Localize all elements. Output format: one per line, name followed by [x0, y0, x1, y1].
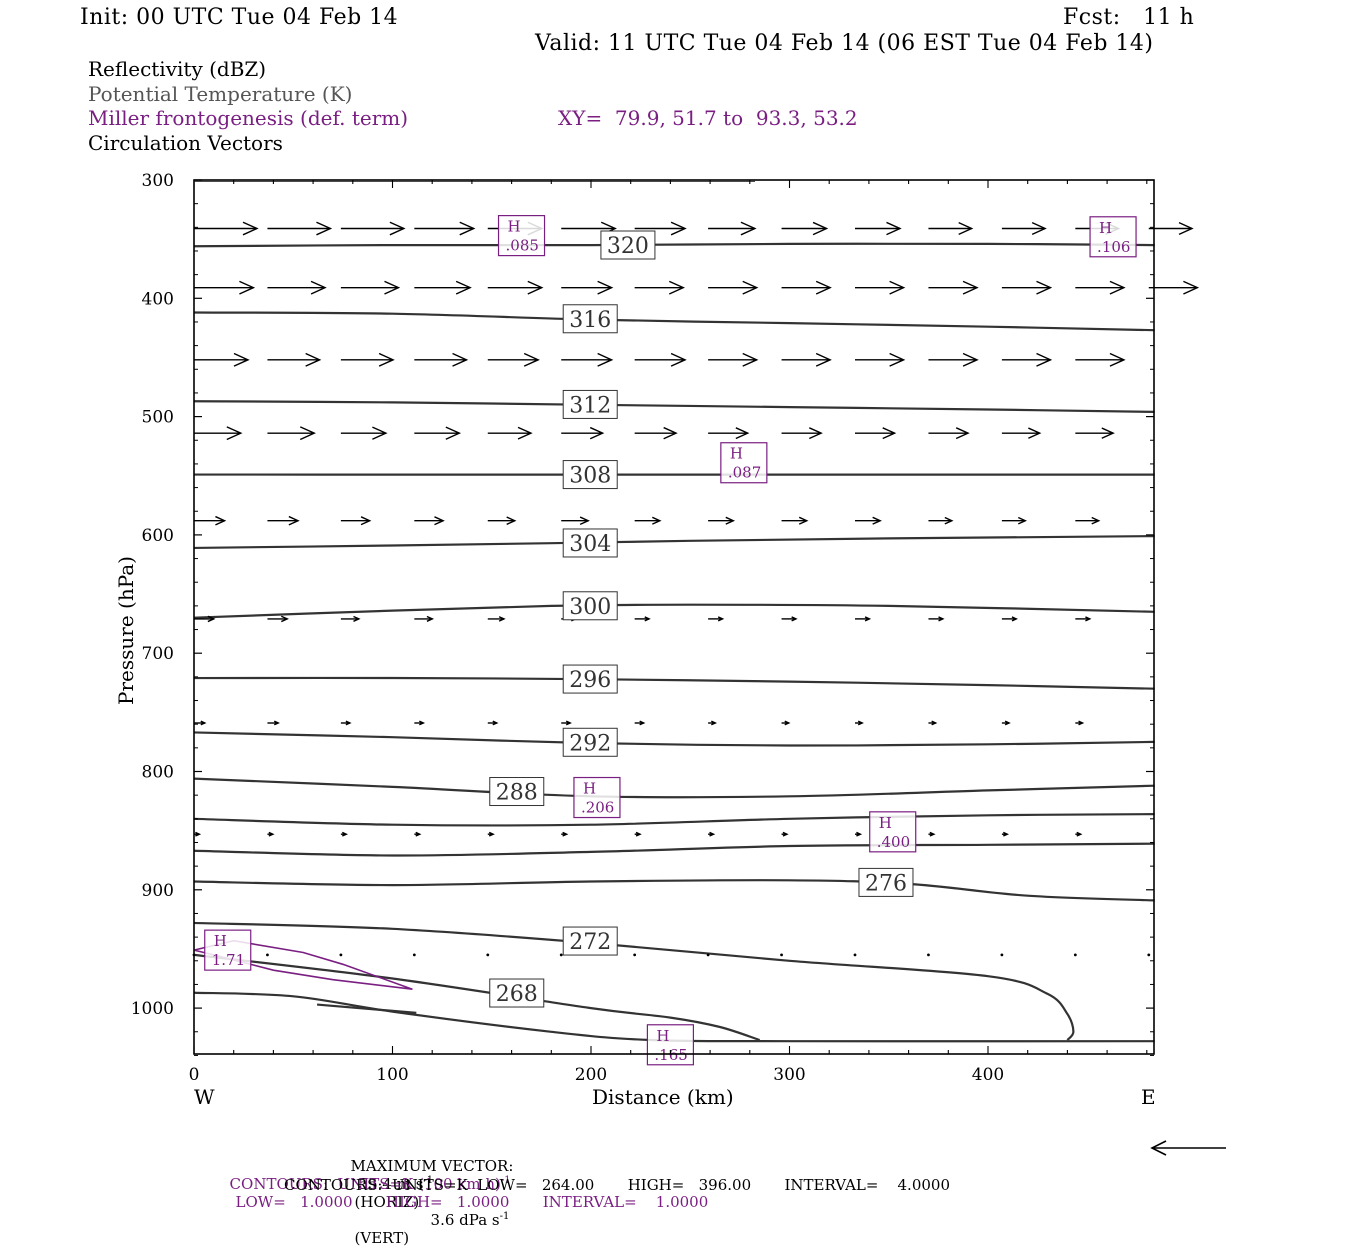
frontogenesis-max-letter: H — [508, 218, 521, 236]
x-tick-label: 300 — [773, 1065, 805, 1085]
frontogenesis-max-letter: H — [583, 780, 596, 798]
circulation-vector — [339, 953, 342, 956]
y-tick-label: 1000 — [131, 999, 174, 1019]
isentrope-unlabeled — [194, 844, 1155, 856]
circulation-vector — [266, 953, 269, 956]
isentrope-320 — [194, 244, 1155, 246]
east-label: E — [1141, 1085, 1156, 1109]
circulation-vector — [1147, 953, 1150, 956]
circulation-vector — [780, 953, 783, 956]
x-tick-label: 0 — [189, 1065, 200, 1085]
isentrope-label: 300 — [569, 595, 611, 620]
west-label: W — [194, 1085, 215, 1109]
circulation-vector — [854, 953, 857, 956]
isentrope-312 — [194, 401, 1155, 412]
circulation-vector — [707, 953, 710, 956]
y-tick-label: 700 — [142, 644, 174, 664]
frontogenesis-max-value: .206 — [581, 799, 614, 817]
circulation-vector — [413, 953, 416, 956]
y-tick-label: 500 — [142, 408, 174, 428]
frontogenesis-max-value: .400 — [877, 833, 910, 851]
isentrope-label: 320 — [607, 234, 649, 259]
circulation-vector — [560, 953, 563, 956]
isentrope-label: 304 — [569, 532, 611, 557]
x-tick-label: 200 — [575, 1065, 607, 1085]
contours-theta-info: CONTOURS: UNITS=K LOW= 264.00 HIGH= 396.… — [284, 1176, 950, 1194]
isentrope-300 — [194, 605, 1155, 618]
max-vector-vert: 3.6 dPa s — [431, 1211, 500, 1229]
isentrope-label: 308 — [569, 464, 611, 489]
reference-vector-arrow — [1152, 1141, 1226, 1155]
contours-fronto-range: LOW= 1.0000 HIGH= 1.0000 INTERVAL= 1.000… — [236, 1193, 709, 1211]
max-vector-vert-exp: -1 — [500, 1211, 510, 1222]
isentrope-label: 316 — [569, 308, 611, 333]
x-tick-label: 400 — [972, 1065, 1004, 1085]
frontogenesis-max-value: .087 — [728, 464, 761, 482]
circulation-vector — [927, 953, 930, 956]
isentrope-unlabeled — [317, 1005, 416, 1013]
y-tick-label: 300 — [142, 171, 174, 191]
frontogenesis-max-letter: H — [214, 932, 227, 950]
isentrope-296 — [194, 678, 1155, 689]
isentrope-label: 268 — [496, 982, 538, 1007]
frontogenesis-max-letter: H — [656, 1027, 669, 1045]
circulation-vector — [1074, 953, 1077, 956]
plot-frame — [194, 180, 1154, 1054]
isentrope-label: 272 — [569, 930, 611, 955]
isentrope-label: 288 — [496, 781, 538, 806]
frontogenesis-max-value: 1.71 — [212, 951, 245, 969]
x-axis-title: Distance (km) — [592, 1085, 734, 1109]
x-tick-label: 100 — [376, 1065, 408, 1085]
y-tick-label: 800 — [142, 763, 174, 783]
max-vector-vert-tail: (VERT) — [355, 1229, 410, 1247]
circulation-vector — [1000, 953, 1003, 956]
isentrope-label: 292 — [569, 731, 611, 756]
circulation-vector — [486, 953, 489, 956]
y-tick-label: 600 — [142, 526, 174, 546]
isentrope-316 — [194, 312, 1155, 330]
frontogenesis-max-value: .085 — [506, 237, 539, 255]
isentrope-label: 312 — [569, 393, 611, 418]
frontogenesis-max-letter: H — [879, 814, 892, 832]
frontogenesis-max-letter: H — [730, 445, 743, 463]
isentrope-unlabeled — [194, 814, 1155, 825]
isentrope-label: 296 — [569, 668, 611, 693]
frontogenesis-max-letter: H — [1099, 219, 1112, 237]
isentrope-276 — [194, 880, 1155, 900]
circulation-vector — [633, 953, 636, 956]
y-tick-label: 900 — [142, 881, 174, 901]
y-axis-title: Pressure (hPa) — [114, 556, 138, 705]
isentrope-label: 276 — [865, 871, 907, 896]
isentrope-292 — [194, 732, 1155, 745]
isentrope-304 — [194, 536, 1155, 548]
isentrope-272 — [194, 923, 1073, 1040]
isentrope-288 — [194, 779, 1155, 798]
frontogenesis-max-value: .106 — [1097, 238, 1130, 256]
y-tick-label: 400 — [142, 289, 174, 309]
